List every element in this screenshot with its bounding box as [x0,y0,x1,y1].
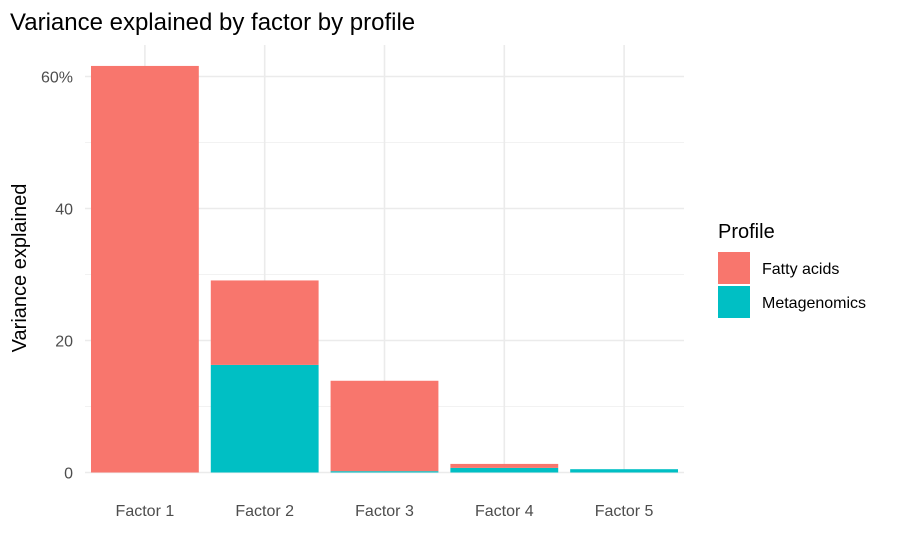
x-tick-label: Factor 5 [595,503,654,520]
legend-title: Profile [718,221,775,243]
bar-segment [330,380,439,472]
y-tick-label: 20 [55,334,73,351]
legend: Profile Fatty acids Metagenomics [718,221,866,318]
legend-label: Metagenomics [762,295,866,312]
x-tick-label: Factor 4 [475,503,534,520]
x-tick-label: Factor 3 [355,503,414,520]
legend-key [718,286,750,318]
bar-segment [330,471,439,473]
legend-label: Fatty acids [762,261,839,278]
bar-segment [570,469,679,473]
x-tick-label: Factor 2 [235,503,294,520]
bar-segment [210,280,319,365]
y-tick-label: 0 [64,466,73,483]
y-axis-title: Variance explained [9,184,31,353]
bar-segment [210,364,319,473]
y-axis-ticks: 0 20 40 60% [41,70,73,483]
y-tick-label: 40 [55,202,73,219]
y-tick-label: 60% [41,70,73,87]
x-axis-ticks: Factor 1 Factor 2 Factor 3 Factor 4 Factor 5 [116,503,654,520]
bar-segment [90,65,199,473]
bars [90,65,679,473]
chart-title: Variance explained by factor by profile [10,9,415,36]
bar-segment [450,467,559,473]
legend-key [718,252,750,284]
x-tick-label: Factor 1 [116,503,175,520]
bar-segment [450,463,559,468]
